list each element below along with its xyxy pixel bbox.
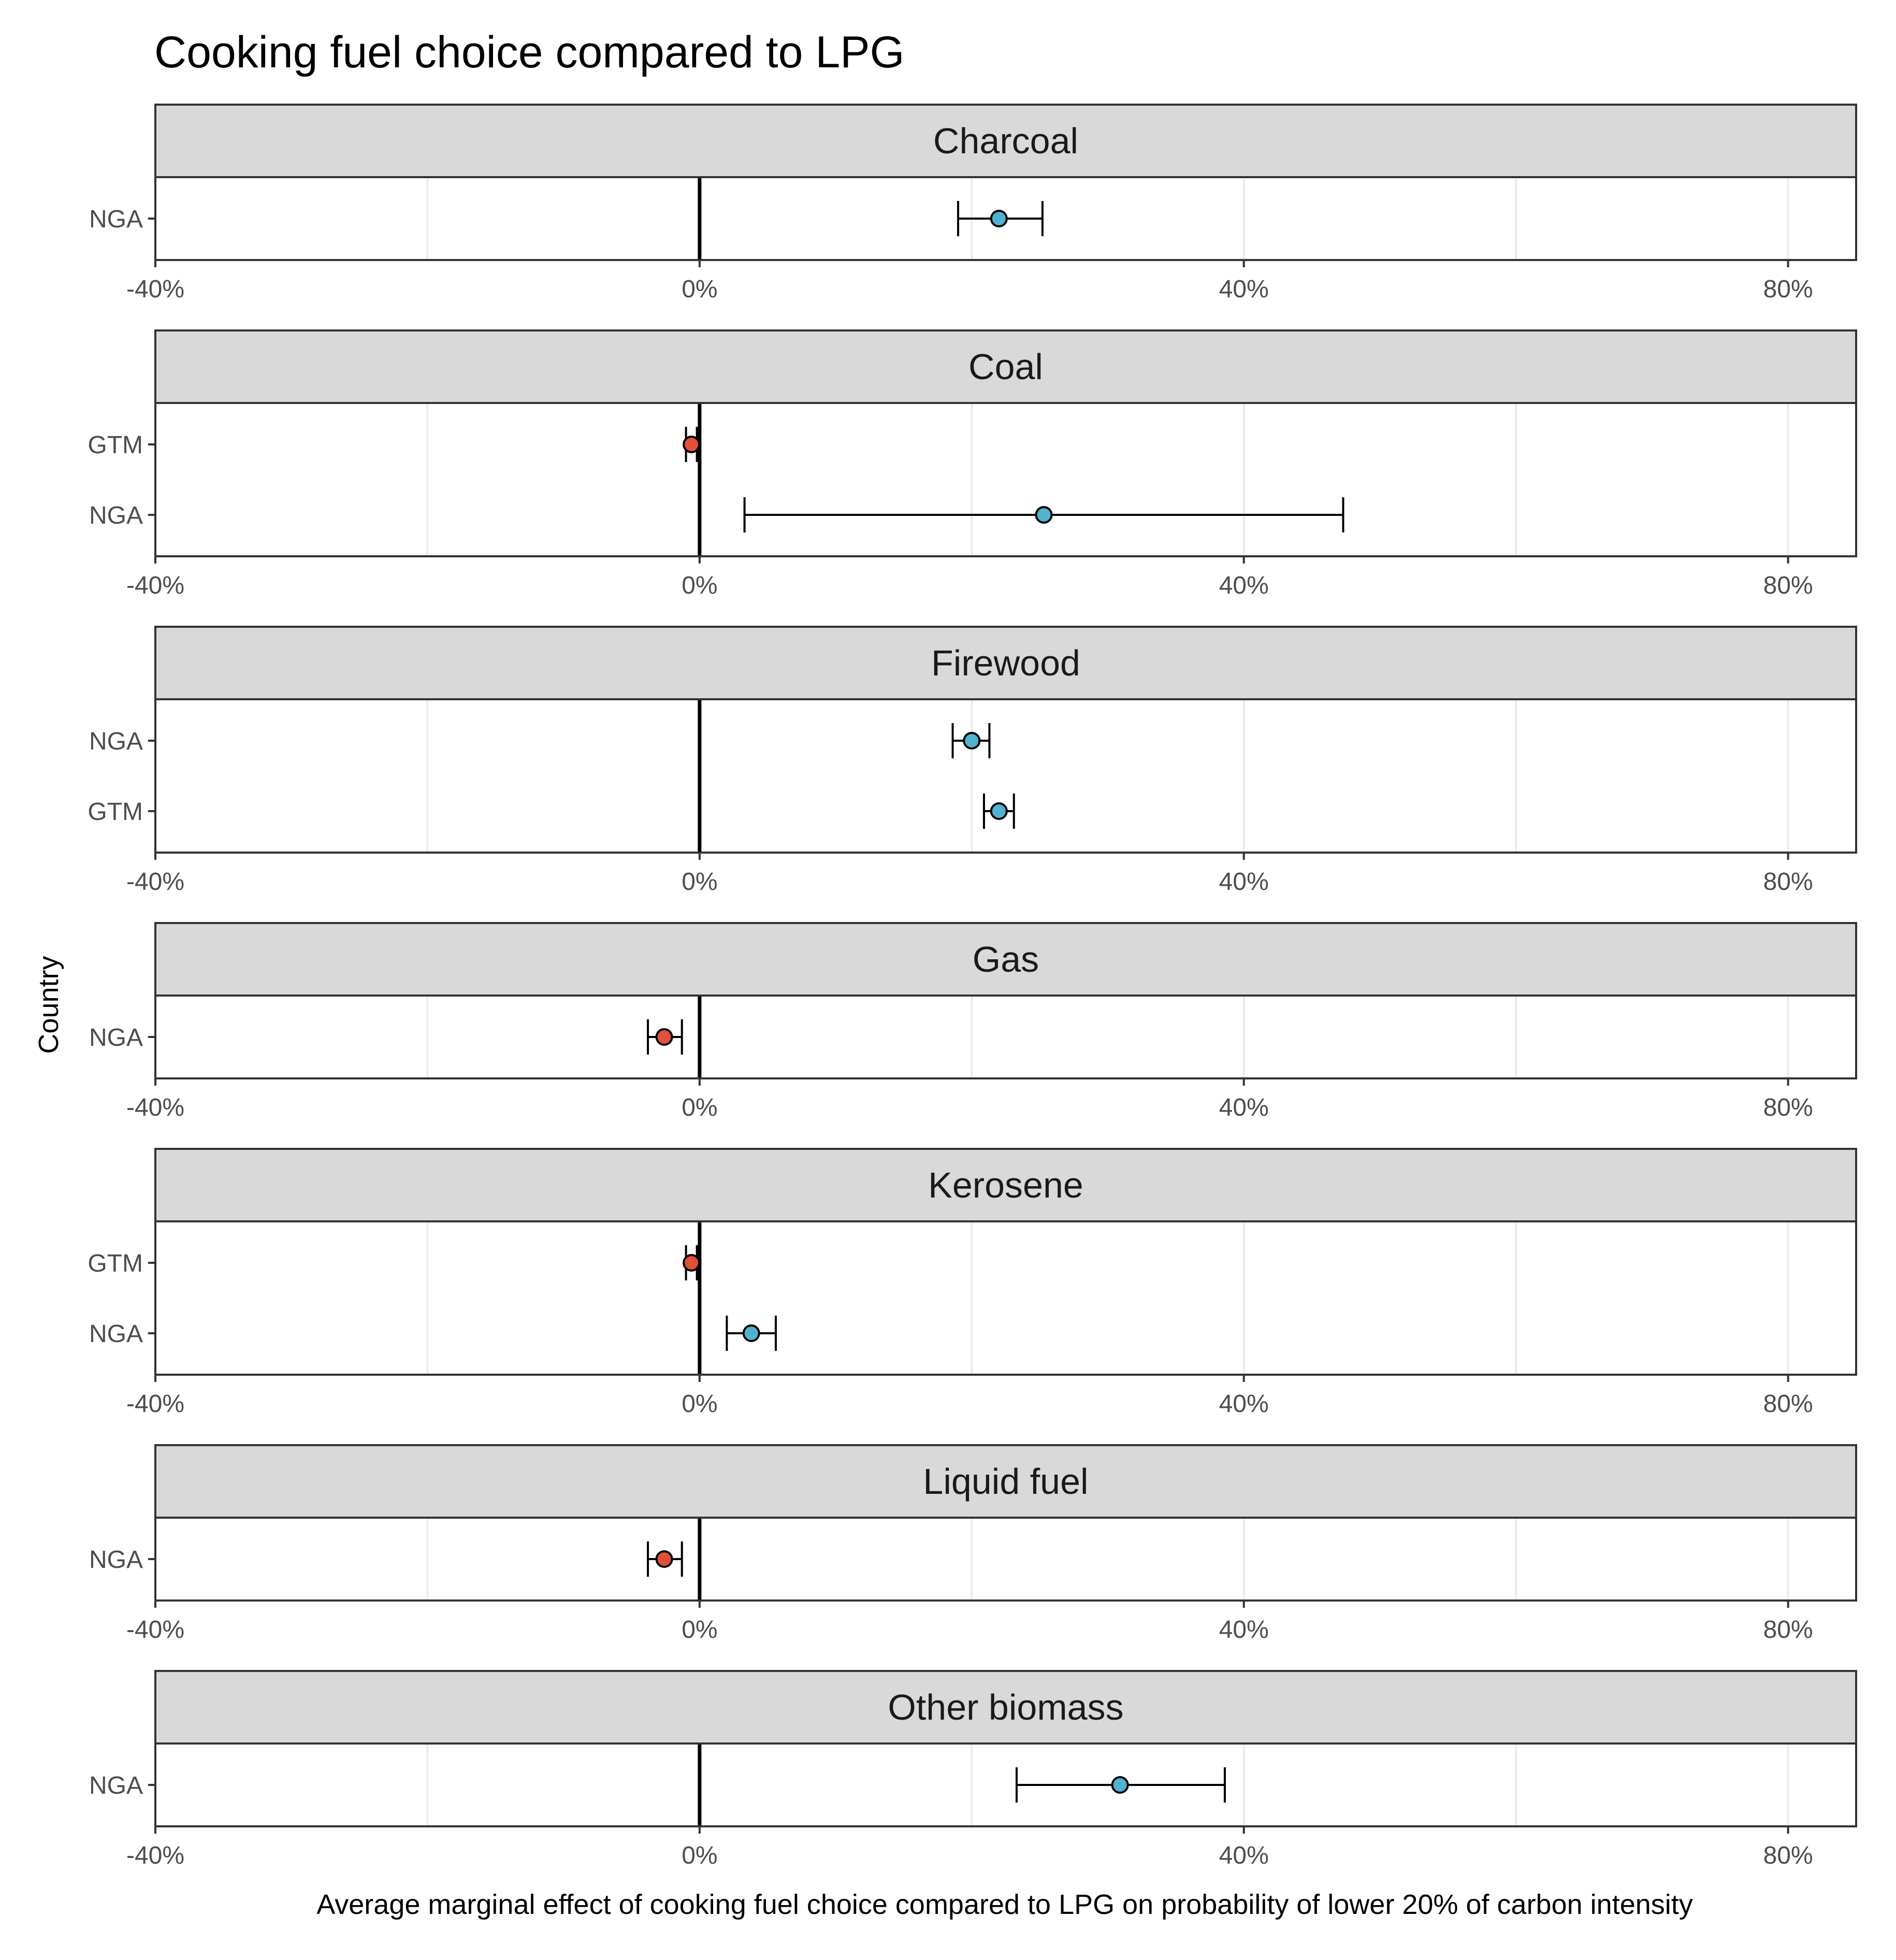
facet-strip-label: Firewood [931, 643, 1080, 683]
facet-panel: Other biomass NGA -40% 0% 40% 80% [89, 1670, 1857, 1869]
y-tick-label: GTM [88, 1250, 143, 1277]
data-point-group [683, 427, 701, 462]
x-tick-label: -40% [126, 1390, 184, 1418]
x-tick-label: 80% [1763, 276, 1813, 303]
x-tick-label: -40% [126, 1842, 184, 1869]
panel-background [155, 996, 1856, 1078]
chart-title: Cooking fuel choice compared to LPG [154, 27, 904, 77]
x-tick-label: 40% [1219, 276, 1269, 303]
x-tick-label: 80% [1763, 1390, 1813, 1418]
facet-panel: Firewood NGA GTM -40% 0% 40% 80% [88, 626, 1857, 896]
data-point [1035, 506, 1053, 524]
y-axis-title: Country [33, 956, 64, 1054]
x-tick-label: 0% [682, 572, 717, 599]
data-point [742, 1324, 760, 1342]
x-tick-label: 0% [682, 868, 717, 896]
panel-border [154, 995, 1857, 1079]
x-tick-label: 40% [1219, 1842, 1269, 1869]
data-point-group [647, 1541, 683, 1577]
y-tick-label: NGA [89, 728, 143, 755]
x-tick-label: 80% [1763, 1094, 1813, 1121]
data-point-group [982, 794, 1015, 829]
panel-border [154, 698, 1857, 854]
panel-border [154, 1517, 1857, 1602]
facet-strip-label: Kerosene [928, 1165, 1083, 1205]
facet-strip-label: Liquid fuel [923, 1461, 1088, 1502]
x-tick-label: 40% [1219, 572, 1269, 599]
x-tick-label: 80% [1763, 1616, 1813, 1644]
data-point-group [957, 201, 1044, 236]
y-tick-label: NGA [89, 1546, 143, 1574]
data-point-group [743, 497, 1344, 532]
facet-panels: Charcoal NGA -40% 0% 40% 80% Coal GTM NGA -40% 0% 4… [88, 104, 1857, 1869]
data-point [655, 1028, 673, 1046]
data-point [655, 1550, 673, 1568]
data-point [683, 1254, 701, 1272]
panel-border [154, 1742, 1857, 1827]
x-tick-label: -40% [126, 1094, 184, 1121]
panel-border [154, 402, 1857, 557]
x-tick-label: 0% [682, 1616, 717, 1644]
facet-panel: Coal GTM NGA -40% 0% 40% 80% [88, 329, 1857, 599]
data-point [1111, 1776, 1129, 1794]
facet-strip [154, 922, 1857, 997]
facet-strip-label: Charcoal [933, 121, 1078, 161]
x-tick-label: 80% [1763, 572, 1813, 599]
data-point-group [647, 1019, 683, 1055]
y-tick-label: NGA [89, 1320, 143, 1348]
x-tick-label: 0% [682, 1390, 717, 1418]
facet-strip-label: Coal [968, 347, 1043, 387]
x-tick-label: -40% [126, 572, 184, 599]
x-tick-label: 40% [1219, 1390, 1269, 1418]
panel-border [154, 176, 1857, 261]
data-point-group [951, 723, 991, 758]
facet-panel: Kerosene GTM NGA -40% 0% 40% 80% [88, 1148, 1857, 1418]
y-tick-label: GTM [88, 431, 143, 459]
y-tick-label: GTM [88, 798, 143, 826]
data-point [963, 732, 981, 750]
x-axis-title: Average marginal effect of cooking fuel … [316, 1889, 1693, 1920]
x-tick-label: -40% [126, 1616, 184, 1644]
panel-background [155, 1221, 1856, 1375]
panel-background [155, 1518, 1856, 1601]
panel-border [154, 1220, 1857, 1376]
facet-strip [154, 1148, 1857, 1222]
data-point [990, 802, 1008, 820]
x-tick-label: -40% [126, 868, 184, 896]
x-tick-label: 40% [1219, 1094, 1269, 1121]
x-tick-label: 0% [682, 1094, 717, 1121]
facet-strip [154, 1444, 1857, 1519]
y-tick-label: NGA [89, 1772, 143, 1799]
x-tick-label: 80% [1763, 1842, 1813, 1869]
x-tick-label: 40% [1219, 1616, 1269, 1644]
x-tick-label: 80% [1763, 868, 1813, 896]
y-tick-label: NGA [89, 206, 143, 233]
data-point [683, 436, 701, 453]
x-tick-label: 0% [682, 1842, 717, 1869]
data-point [990, 210, 1008, 227]
panel-background [155, 1743, 1856, 1826]
facet-strip-label: Other biomass [888, 1687, 1123, 1727]
x-tick-label: -40% [126, 276, 184, 303]
facet-panel: Gas NGA -40% 0% 40% 80% [89, 922, 1857, 1121]
panel-background [155, 699, 1856, 853]
data-point-group [683, 1245, 701, 1280]
facet-strip [154, 329, 1857, 404]
facet-panel: Charcoal NGA -40% 0% 40% 80% [89, 104, 1857, 303]
y-tick-label: NGA [89, 1024, 143, 1051]
data-point-group [1016, 1767, 1226, 1803]
facet-panel: Liquid fuel NGA -40% 0% 40% 80% [89, 1444, 1857, 1644]
facet-strip [154, 1670, 1857, 1745]
y-tick-label: NGA [89, 502, 143, 529]
x-tick-label: 0% [682, 276, 717, 303]
facet-strip [154, 626, 1857, 700]
panel-background [155, 403, 1856, 556]
facet-strip-label: Gas [973, 939, 1039, 979]
data-point-group [726, 1316, 777, 1351]
facet-strip [154, 104, 1857, 178]
x-tick-label: 40% [1219, 868, 1269, 896]
